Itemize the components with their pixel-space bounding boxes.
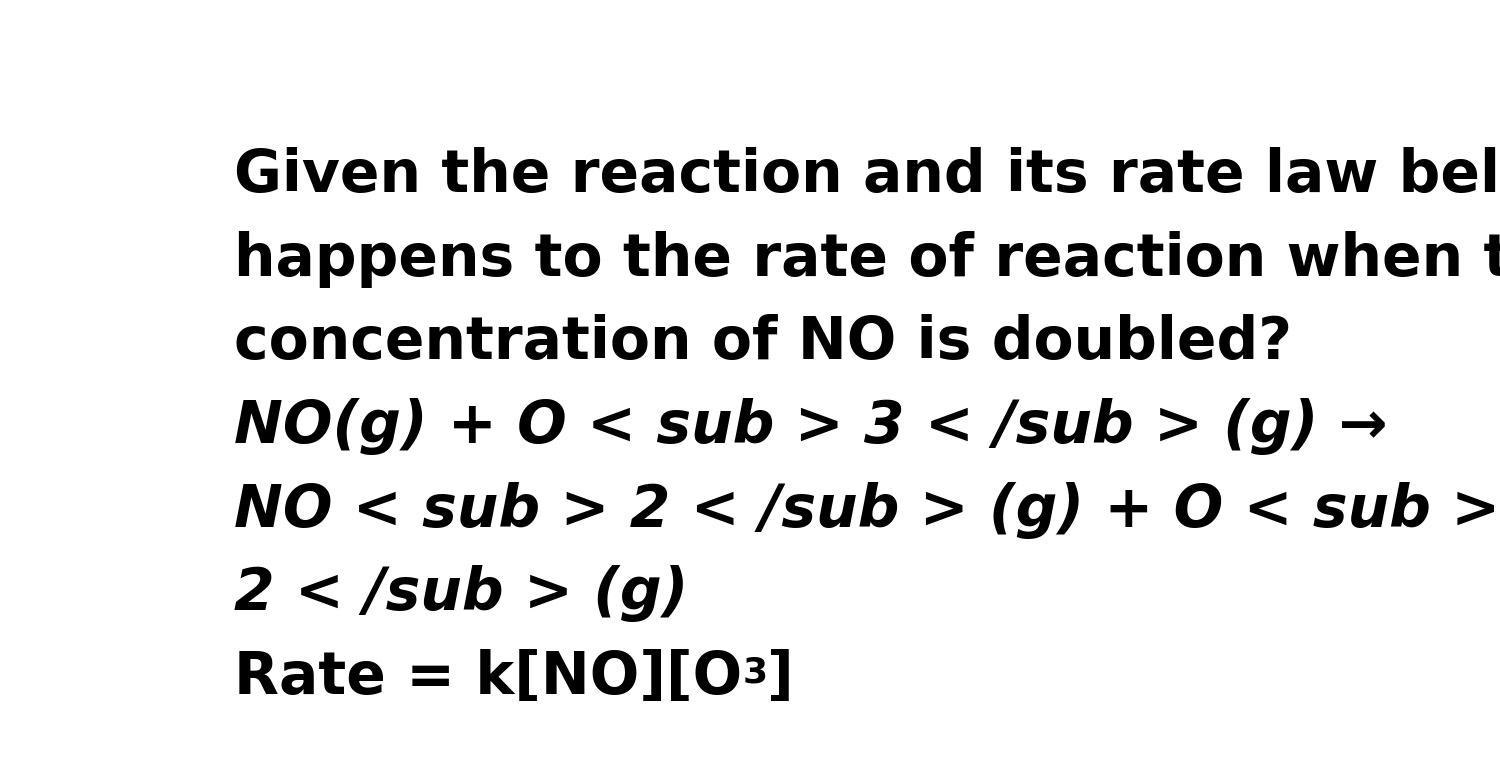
Text: NO(g) + O < sub > 3 < /sub > (g) →: NO(g) + O < sub > 3 < /sub > (g) → xyxy=(234,398,1388,455)
Text: NO < sub > 2 < /sub > (g) + O < sub >: NO < sub > 2 < /sub > (g) + O < sub > xyxy=(234,481,1500,539)
Text: ]: ] xyxy=(768,649,794,706)
Text: happens to the rate of reaction when the: happens to the rate of reaction when the xyxy=(234,230,1500,288)
Text: concentration of NO is doubled?: concentration of NO is doubled? xyxy=(234,314,1292,371)
Text: Rate = k[NO][O: Rate = k[NO][O xyxy=(234,649,742,706)
Text: Given the reaction and its rate law below, what: Given the reaction and its rate law belo… xyxy=(234,147,1500,204)
Text: 2 < /sub > (g): 2 < /sub > (g) xyxy=(234,565,688,622)
Text: 3: 3 xyxy=(742,656,768,690)
